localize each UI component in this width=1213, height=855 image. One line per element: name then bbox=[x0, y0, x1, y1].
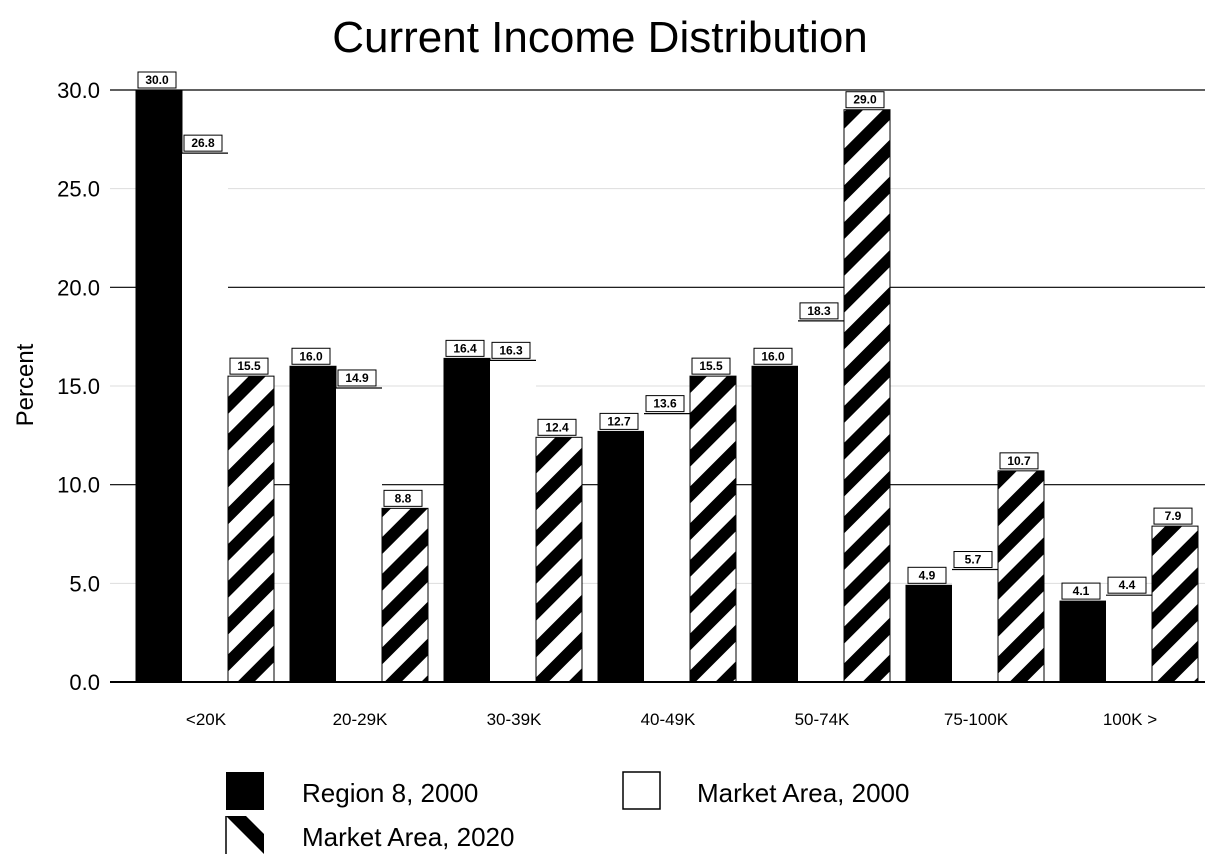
bar-market-area-2020 bbox=[997, 470, 1045, 683]
data-label-box bbox=[491, 341, 531, 359]
data-label-box bbox=[691, 357, 731, 375]
data-label: 8.8 bbox=[395, 491, 412, 505]
data-label: 16.3 bbox=[499, 343, 523, 357]
data-label-box bbox=[599, 412, 639, 430]
data-label: 18.3 bbox=[807, 304, 831, 318]
data-label-box bbox=[1153, 507, 1193, 525]
chart-title: Current Income Distribution bbox=[332, 13, 868, 62]
legend-swatch-white bbox=[622, 771, 661, 810]
bar-region-8-2000 bbox=[905, 584, 953, 683]
bar-market-area-2000 bbox=[490, 360, 536, 682]
bar-market-area-2020 bbox=[227, 375, 275, 683]
data-label-box bbox=[1107, 576, 1147, 594]
data-label-box bbox=[337, 369, 377, 387]
data-label: 5.7 bbox=[965, 553, 982, 567]
y-tick-label: 5.0 bbox=[69, 571, 100, 596]
data-label-box bbox=[645, 395, 685, 413]
bar-market-area-2000 bbox=[1106, 595, 1152, 682]
bar-region-8-2000 bbox=[443, 357, 491, 683]
data-label-box bbox=[383, 489, 423, 507]
data-label: 4.9 bbox=[919, 568, 936, 582]
x-category-label: 75-100K bbox=[944, 710, 1009, 729]
data-label-box bbox=[845, 91, 885, 109]
data-label: 14.9 bbox=[345, 371, 369, 385]
x-axis-categories: <20K 20-29K 30-39K 40-49K 50-74K 75-100K 100K … bbox=[186, 710, 1157, 729]
bar-market-area-2000 bbox=[952, 569, 998, 682]
data-labels: 30.0 26.8 15.5 16.0 14.9 8.8 16.4 16.3 12.4 12.7 1… bbox=[137, 71, 1193, 600]
legend-item-region-8-2000: Region 8, 2000 bbox=[226, 772, 478, 810]
bar-market-area-2020 bbox=[1151, 525, 1199, 683]
data-label: 16.4 bbox=[453, 341, 477, 355]
bar-region-8-2000 bbox=[135, 89, 183, 683]
y-tick-label: 25.0 bbox=[57, 177, 100, 202]
legend-label-market-area-2000: Market Area, 2000 bbox=[697, 778, 909, 808]
data-label: 4.1 bbox=[1073, 584, 1090, 598]
data-label-box bbox=[537, 418, 577, 436]
data-label: 29.0 bbox=[853, 93, 877, 107]
legend-swatch-solid bbox=[226, 772, 264, 810]
data-label: 15.5 bbox=[237, 359, 261, 373]
data-label-box bbox=[999, 452, 1039, 470]
bar-market-area-2020 bbox=[689, 375, 737, 683]
y-tick-label: 30.0 bbox=[57, 78, 100, 103]
y-tick-label: 20.0 bbox=[57, 275, 100, 300]
legend-item-market-area-2000: Market Area, 2000 bbox=[622, 771, 909, 810]
legend: Region 8, 2000 Market Area, 2000 Market … bbox=[225, 771, 909, 854]
y-tick-label: 0.0 bbox=[69, 670, 100, 695]
legend-label-region-8-2000: Region 8, 2000 bbox=[302, 778, 478, 808]
data-label: 15.5 bbox=[699, 359, 723, 373]
data-label: 30.0 bbox=[145, 73, 169, 87]
bar-market-area-2000 bbox=[798, 320, 844, 682]
data-label-box bbox=[907, 566, 947, 584]
data-label: 12.7 bbox=[607, 414, 631, 428]
legend-item-market-area-2020: Market Area, 2020 bbox=[225, 816, 514, 854]
data-label: 16.0 bbox=[761, 349, 785, 363]
data-label-box bbox=[445, 339, 485, 357]
data-label: 4.4 bbox=[1119, 578, 1136, 592]
data-label-box bbox=[137, 71, 177, 89]
bar-market-area-2000 bbox=[182, 153, 228, 682]
x-category-label: 30-39K bbox=[487, 710, 542, 729]
x-category-label: <20K bbox=[186, 710, 227, 729]
data-label: 12.4 bbox=[545, 420, 569, 434]
y-axis-title: Percent bbox=[12, 343, 39, 426]
data-label: 13.6 bbox=[653, 397, 677, 411]
bar-market-area-2020 bbox=[535, 436, 583, 683]
y-axis-ticks: 0.0 5.0 10.0 15.0 20.0 25.0 30.0 bbox=[57, 78, 100, 695]
y-tick-label: 10.0 bbox=[57, 473, 100, 498]
bar-region-8-2000 bbox=[751, 365, 799, 683]
data-label: 10.7 bbox=[1007, 454, 1031, 468]
data-label: 26.8 bbox=[191, 136, 215, 150]
data-label-box bbox=[799, 302, 839, 320]
data-label-box bbox=[291, 347, 331, 365]
bar-market-area-2000 bbox=[336, 387, 382, 682]
bar-market-area-2020 bbox=[381, 507, 429, 683]
x-category-label: 40-49K bbox=[641, 710, 696, 729]
data-label-box bbox=[953, 551, 993, 569]
data-label-box bbox=[753, 347, 793, 365]
bar-region-8-2000 bbox=[597, 430, 645, 683]
x-category-label: 20-29K bbox=[333, 710, 388, 729]
data-label-box bbox=[229, 357, 269, 375]
x-category-label: 100K > bbox=[1103, 710, 1157, 729]
bar-market-area-2020 bbox=[843, 109, 891, 683]
legend-label-market-area-2020: Market Area, 2020 bbox=[302, 822, 514, 852]
bar-market-area-2000 bbox=[644, 413, 690, 682]
data-label: 7.9 bbox=[1165, 509, 1182, 523]
bar-region-8-2000 bbox=[289, 365, 337, 683]
data-label-box bbox=[183, 134, 223, 152]
x-category-label: 50-74K bbox=[795, 710, 850, 729]
data-label-box bbox=[1061, 582, 1101, 600]
y-tick-label: 15.0 bbox=[57, 374, 100, 399]
data-label: 16.0 bbox=[299, 349, 323, 363]
bar-region-8-2000 bbox=[1059, 600, 1107, 683]
legend-swatch-diagonal bbox=[226, 816, 264, 854]
